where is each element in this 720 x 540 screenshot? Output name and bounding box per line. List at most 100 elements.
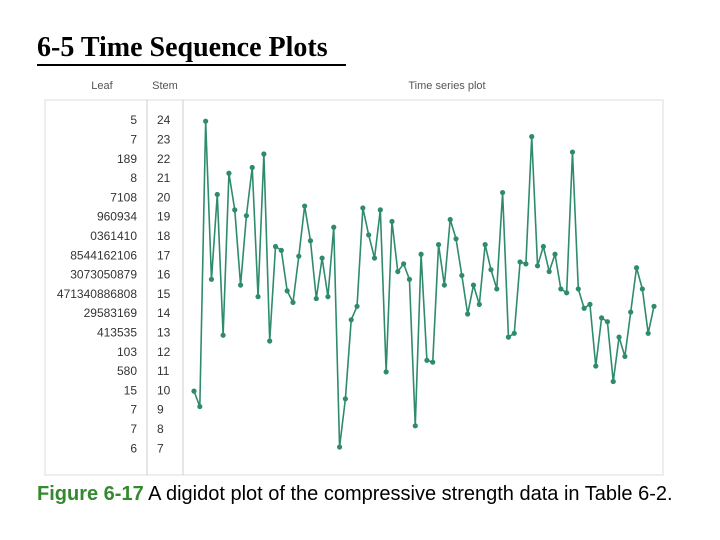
leaf: 15 bbox=[124, 383, 138, 397]
point bbox=[348, 317, 354, 323]
point bbox=[622, 353, 628, 360]
stem: 11 bbox=[157, 364, 170, 378]
point bbox=[366, 232, 372, 238]
leaf: 8544162106 bbox=[70, 248, 137, 262]
point bbox=[302, 203, 308, 209]
point bbox=[639, 286, 645, 292]
point bbox=[278, 247, 284, 253]
stem: 7 bbox=[157, 441, 164, 455]
point bbox=[412, 423, 418, 429]
point bbox=[325, 294, 331, 300]
point bbox=[197, 403, 203, 410]
stem: 16 bbox=[157, 268, 171, 282]
point bbox=[505, 334, 512, 340]
stem: 23 bbox=[157, 132, 171, 146]
leaf: 189 bbox=[117, 152, 137, 166]
leaf: 471340886808 bbox=[57, 287, 137, 301]
point bbox=[226, 170, 232, 176]
point bbox=[272, 243, 279, 250]
point bbox=[529, 134, 535, 140]
stem: 22 bbox=[157, 152, 171, 166]
leaf: 103 bbox=[117, 345, 137, 359]
leaf: 6 bbox=[130, 441, 137, 455]
point bbox=[208, 276, 215, 282]
caption-text: A digidot plot of the compressive streng… bbox=[143, 483, 673, 505]
leaf: 7 bbox=[130, 403, 137, 417]
point bbox=[575, 286, 581, 292]
stem: 18 bbox=[157, 229, 171, 243]
point bbox=[564, 290, 570, 296]
point bbox=[500, 189, 506, 196]
leaf: 413535 bbox=[97, 325, 137, 339]
point bbox=[604, 319, 611, 325]
point bbox=[488, 267, 494, 273]
point bbox=[377, 207, 383, 213]
point bbox=[540, 243, 546, 250]
leaf: 580 bbox=[117, 364, 137, 378]
point bbox=[558, 286, 564, 292]
point bbox=[546, 268, 552, 275]
leaf: 5 bbox=[130, 113, 137, 127]
point bbox=[593, 363, 599, 369]
point bbox=[249, 164, 255, 171]
point bbox=[331, 224, 337, 230]
stem: 10 bbox=[157, 383, 171, 397]
stem-header: Stem bbox=[152, 80, 178, 92]
point bbox=[261, 151, 267, 157]
point bbox=[389, 218, 395, 225]
point bbox=[418, 251, 424, 257]
stem: 17 bbox=[157, 248, 171, 262]
point bbox=[523, 261, 529, 267]
caption-label: Figure 6-17 bbox=[37, 483, 144, 505]
point bbox=[447, 216, 453, 223]
leaf: 7108 bbox=[110, 190, 137, 204]
point bbox=[354, 303, 360, 309]
point bbox=[406, 276, 413, 282]
stem: 12 bbox=[157, 345, 171, 359]
slide-title: 6-5 Time Sequence Plots bbox=[37, 32, 346, 66]
leaf-header: Leaf bbox=[91, 80, 113, 92]
point bbox=[290, 299, 296, 306]
point bbox=[441, 282, 447, 288]
point bbox=[284, 288, 290, 294]
leaf: 960934 bbox=[97, 210, 137, 224]
point bbox=[371, 255, 378, 261]
leaf: 29583169 bbox=[84, 306, 138, 320]
point bbox=[214, 191, 220, 198]
point bbox=[395, 268, 401, 275]
leaf: 7 bbox=[130, 132, 137, 146]
point bbox=[476, 301, 482, 307]
point bbox=[342, 396, 348, 402]
series-line bbox=[193, 121, 655, 448]
stem: 8 bbox=[157, 422, 164, 436]
point bbox=[191, 388, 197, 394]
point bbox=[459, 272, 465, 279]
stem: 14 bbox=[157, 306, 171, 320]
point bbox=[336, 444, 343, 450]
point bbox=[552, 251, 558, 257]
leaf: 0361410 bbox=[90, 229, 137, 243]
point bbox=[633, 265, 640, 271]
point bbox=[534, 263, 541, 269]
point bbox=[470, 282, 477, 288]
plot-title: Time series plot bbox=[408, 80, 485, 92]
leaf: 7 bbox=[130, 422, 137, 436]
point bbox=[360, 205, 366, 211]
stem: 13 bbox=[157, 325, 171, 339]
point bbox=[383, 369, 389, 375]
point bbox=[651, 303, 657, 309]
point bbox=[587, 301, 593, 307]
point bbox=[645, 330, 651, 336]
point bbox=[430, 359, 436, 365]
leaf: 3073050879 bbox=[70, 268, 137, 282]
point bbox=[319, 255, 325, 261]
point bbox=[203, 118, 209, 124]
point bbox=[313, 295, 319, 302]
point bbox=[220, 332, 226, 338]
point bbox=[237, 282, 244, 288]
point bbox=[453, 236, 459, 242]
point bbox=[255, 294, 261, 300]
point bbox=[424, 357, 430, 363]
point bbox=[616, 334, 622, 340]
